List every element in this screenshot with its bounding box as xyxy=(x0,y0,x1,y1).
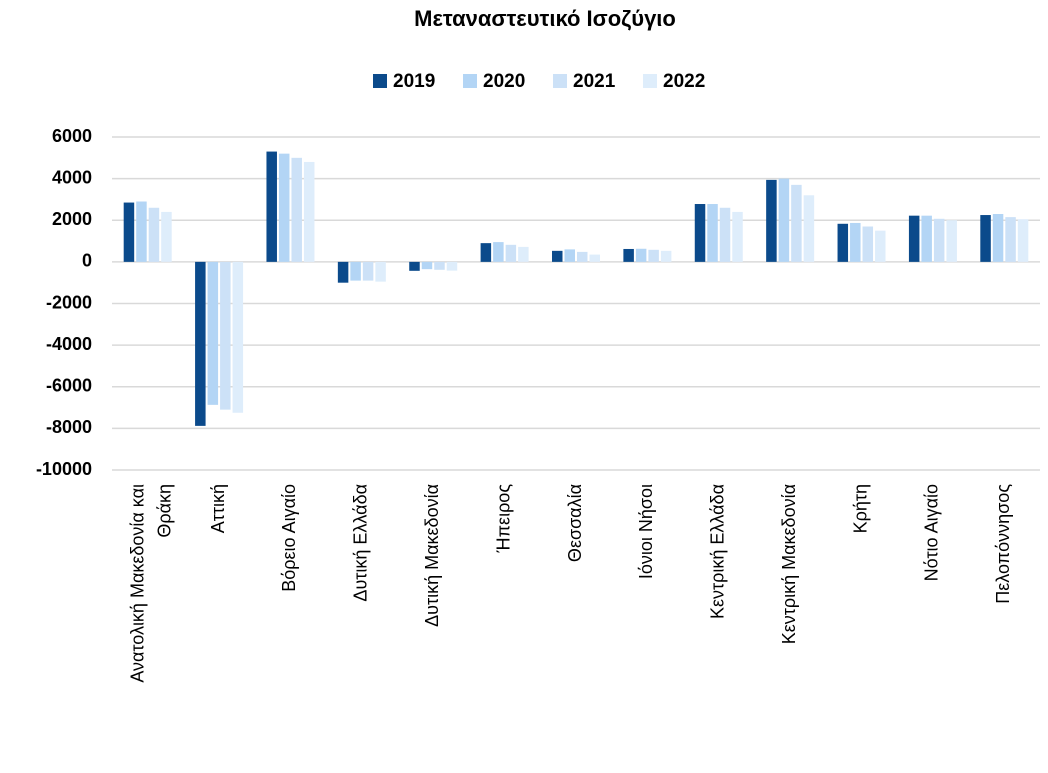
bar xyxy=(421,261,433,270)
bar xyxy=(875,230,886,262)
x-tick-label: Αττική xyxy=(208,484,228,533)
bar xyxy=(480,243,492,262)
bar xyxy=(577,251,588,262)
x-tick-label: Κεντρική Ελλάδα xyxy=(708,484,728,619)
y-tick-label: -8000 xyxy=(46,417,92,437)
x-tick-label: Ιόνιοι Νήσοι xyxy=(636,484,656,579)
x-tick-label: Ανατολική Μακεδονία και Θράκη xyxy=(127,484,174,683)
legend-label: 2021 xyxy=(573,71,616,92)
bar xyxy=(1005,217,1016,262)
bar xyxy=(446,261,458,271)
bar xyxy=(362,261,374,281)
bar xyxy=(518,246,529,262)
bar xyxy=(1017,219,1029,262)
bar xyxy=(303,161,315,262)
bar xyxy=(803,195,815,262)
bar xyxy=(207,261,219,405)
bar xyxy=(921,215,932,262)
bar xyxy=(623,248,634,262)
bar xyxy=(732,211,743,262)
y-tick-label: -6000 xyxy=(46,376,92,396)
y-tick-label: 0 xyxy=(82,251,92,271)
bar xyxy=(850,222,861,262)
chart-title: Μεταναστευτικό Ισοζύγιο xyxy=(414,6,676,31)
legend-swatch xyxy=(643,74,657,88)
legend-label: 2022 xyxy=(663,71,705,92)
bar xyxy=(564,249,575,262)
y-tick-label: -4000 xyxy=(46,334,92,354)
bar xyxy=(694,204,706,262)
bar xyxy=(266,151,277,262)
y-tick-label: -10000 xyxy=(36,459,92,479)
bar xyxy=(946,220,957,262)
legend-swatch xyxy=(553,74,567,88)
x-tick-line: Ανατολική Μακεδονία και xyxy=(127,484,147,683)
bar xyxy=(161,211,172,262)
legend-label: 2019 xyxy=(393,71,435,92)
bar xyxy=(635,248,647,262)
y-tick-label: -2000 xyxy=(46,292,92,312)
y-tick-label: 6000 xyxy=(52,126,92,146)
y-tick-label: 4000 xyxy=(52,167,92,187)
bar xyxy=(375,261,386,282)
bar xyxy=(980,215,991,262)
bar xyxy=(707,204,718,262)
bar xyxy=(589,254,600,262)
bar xyxy=(837,223,849,262)
legend-swatch xyxy=(373,74,387,88)
x-tick-label: Κεντρική Μακεδονία xyxy=(779,484,799,644)
bar xyxy=(933,218,945,262)
bar xyxy=(778,178,790,262)
bar xyxy=(337,261,349,283)
bar xyxy=(434,261,445,270)
x-tick-label: Βόρειο Αιγαίο xyxy=(279,484,299,592)
x-tick-label: Δυτική Μακεδονία xyxy=(422,484,442,627)
bar xyxy=(350,261,361,281)
bar xyxy=(493,242,504,262)
bar xyxy=(232,261,244,413)
x-tick-label: Νότιο Αιγαίο xyxy=(922,484,942,581)
bar xyxy=(552,250,563,262)
x-tick-label: Κρήτη xyxy=(850,484,870,533)
x-tick-label: Θεσσαλία xyxy=(565,484,585,562)
x-tick-label: Πελοπόννησος xyxy=(993,484,1013,604)
bar xyxy=(195,261,206,426)
bar xyxy=(220,261,231,410)
x-tick-label: Ήπειρος xyxy=(493,484,513,554)
bar xyxy=(908,215,920,262)
bar xyxy=(505,244,517,262)
bar xyxy=(409,261,420,271)
bar xyxy=(660,250,672,262)
legend-swatch xyxy=(463,74,477,88)
bar xyxy=(648,249,659,262)
bar xyxy=(791,184,802,262)
bar xyxy=(862,226,874,262)
bar xyxy=(123,202,135,262)
bar xyxy=(291,157,302,262)
bar xyxy=(148,207,160,262)
legend-label: 2020 xyxy=(483,71,525,92)
bar xyxy=(136,201,147,262)
bar xyxy=(278,153,290,262)
x-tick-line: Θράκη xyxy=(154,484,174,538)
bar xyxy=(719,207,731,262)
y-tick-label: 2000 xyxy=(52,209,92,229)
bar xyxy=(766,179,777,262)
x-tick-label: Δυτική Ελλάδα xyxy=(351,484,371,602)
bar xyxy=(992,214,1004,262)
